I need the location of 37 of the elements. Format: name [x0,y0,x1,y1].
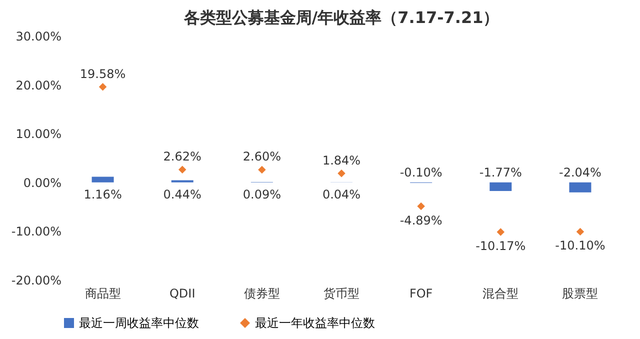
data-label: 2.60% [242,150,281,164]
x-tick-label: 货币型 [324,286,360,300]
point [258,166,266,174]
legend-label: 最近一周收益率中位数 [79,316,199,330]
data-label: 0.04% [322,187,361,202]
data-label: -10.10% [555,238,606,253]
data-label: 0.09% [242,187,281,202]
legend-label: 最近一年收益率中位数 [255,316,375,330]
data-label: 0.44% [163,187,202,202]
x-tick-label: 混合型 [482,286,519,300]
x-tick-label: 债券型 [244,286,280,300]
x-tick-label: QDII [169,286,196,300]
point [98,82,107,91]
point [338,170,346,178]
point [178,166,186,174]
point [576,228,584,236]
data-label: -4.89% [400,213,442,228]
data-label: -0.10% [400,165,442,180]
chart-title: 各类型公募基金周/年收益率（7.17-7.21） [182,8,500,27]
y-tick-label: 30.00% [16,30,62,44]
y-tick-label: -10.00% [11,224,62,239]
data-label: -10.17% [476,239,526,254]
x-tick-label: 商品型 [84,286,121,300]
y-tick-label: -20.00% [11,274,62,288]
y-tick-label: 20.00% [16,78,62,92]
data-label: 1.84% [322,153,361,168]
point [417,202,425,210]
data-label: -2.04% [558,165,602,180]
y-tick-label: 0.00% [23,176,62,190]
data-label: 2.62% [163,150,202,164]
y-tick-label: 10.00% [16,127,62,142]
x-tick-label: FOF [409,286,433,300]
point [496,228,505,236]
x-tick-label: 股票型 [562,286,598,300]
data-label: 1.16% [84,187,122,202]
data-label: -1.77% [479,165,522,180]
data-label: 19.58% [80,66,126,81]
